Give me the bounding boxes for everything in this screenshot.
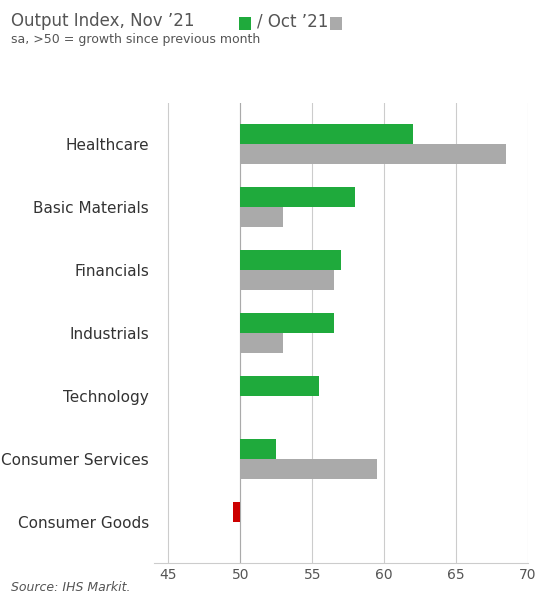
Bar xyxy=(233,502,240,522)
Bar xyxy=(240,270,334,290)
Text: sa, >50 = growth since previous month: sa, >50 = growth since previous month xyxy=(11,33,260,46)
Bar xyxy=(240,376,320,396)
Bar xyxy=(240,144,507,164)
Text: / Oct ’21: / Oct ’21 xyxy=(257,12,329,30)
Bar xyxy=(240,123,413,144)
Text: Source: IHS Markit.: Source: IHS Markit. xyxy=(11,581,130,594)
Bar xyxy=(240,439,276,459)
Bar xyxy=(240,207,283,227)
Text: Output Index, Nov ’21: Output Index, Nov ’21 xyxy=(11,12,195,30)
Bar xyxy=(240,459,377,479)
Bar xyxy=(240,313,334,333)
Bar xyxy=(240,333,283,353)
Bar xyxy=(240,250,341,270)
Bar xyxy=(240,186,355,207)
